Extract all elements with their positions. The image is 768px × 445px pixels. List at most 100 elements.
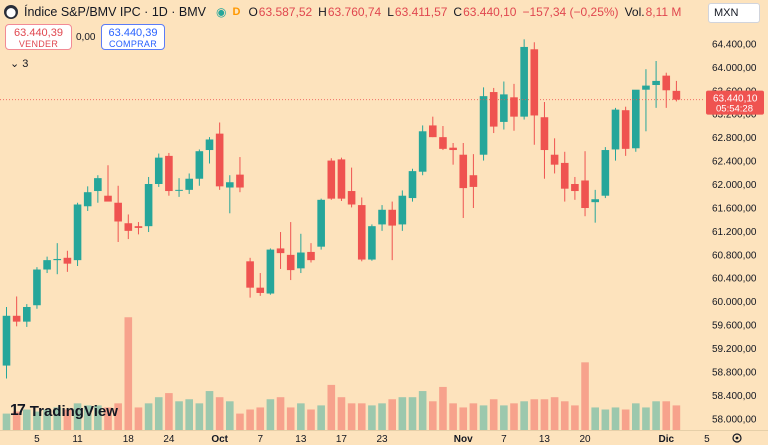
candle[interactable]	[642, 69, 650, 132]
candle[interactable]	[672, 80, 681, 102]
candle[interactable]	[398, 190, 407, 231]
candle[interactable]	[581, 151, 589, 217]
candle[interactable]	[469, 154, 478, 209]
candle[interactable]	[286, 222, 295, 281]
candle[interactable]	[429, 116, 437, 138]
candle[interactable]	[418, 125, 427, 176]
market-status-icon[interactable]: ◉	[216, 5, 227, 19]
candle[interactable]	[510, 83, 518, 131]
volume-bar	[347, 403, 356, 430]
candle[interactable]	[134, 222, 143, 235]
sell-button[interactable]: 63.440,39 VENDER	[5, 24, 72, 50]
buy-button[interactable]: 63.440,39 COMPRAR	[101, 24, 165, 50]
candle[interactable]	[550, 138, 559, 174]
candle[interactable]	[266, 248, 275, 295]
candle[interactable]	[662, 72, 671, 108]
candle[interactable]	[611, 107, 620, 161]
candle-body	[226, 182, 234, 188]
candle[interactable]	[307, 243, 315, 263]
candle[interactable]	[2, 307, 11, 379]
candle[interactable]	[124, 214, 133, 240]
candle[interactable]	[12, 296, 21, 327]
candle-body	[73, 204, 82, 261]
candle[interactable]	[489, 87, 498, 134]
candle[interactable]	[195, 149, 204, 186]
candle[interactable]	[357, 197, 366, 262]
candle[interactable]	[571, 176, 579, 200]
candle[interactable]	[154, 153, 163, 187]
candle-body	[124, 223, 133, 231]
candle[interactable]	[43, 256, 51, 274]
candle[interactable]	[73, 202, 82, 266]
candle[interactable]	[530, 42, 539, 145]
candle-body	[144, 184, 153, 227]
tradingview-logo[interactable]: 17 TradingView	[10, 402, 118, 420]
candle[interactable]	[500, 81, 508, 130]
candle[interactable]	[114, 185, 122, 242]
candle[interactable]	[33, 267, 41, 309]
candle[interactable]	[439, 126, 447, 151]
candle[interactable]	[337, 157, 346, 201]
candle[interactable]	[185, 173, 193, 194]
candle[interactable]	[165, 152, 173, 196]
candle[interactable]	[94, 175, 102, 203]
candle[interactable]	[388, 201, 396, 261]
volume-bar	[205, 391, 214, 430]
candle[interactable]	[621, 106, 630, 156]
candle[interactable]	[63, 250, 72, 272]
data-badge[interactable]: D	[232, 6, 241, 18]
candle[interactable]	[246, 257, 254, 298]
symbol-logo-icon[interactable]: ⬤	[4, 5, 18, 19]
volume-bar	[449, 403, 457, 430]
candle-body	[388, 209, 396, 226]
candle[interactable]	[601, 147, 610, 199]
price-tick-label: 58.800,00	[712, 367, 757, 378]
candle[interactable]	[276, 232, 285, 269]
volume-bar	[662, 401, 671, 430]
indicators-toggle[interactable]: ⌄ 3	[10, 57, 28, 70]
candle[interactable]	[53, 243, 62, 275]
candle[interactable]	[632, 89, 640, 152]
time-tick-label: 24	[163, 434, 175, 445]
last-price-tag[interactable]	[706, 90, 764, 115]
candle[interactable]	[327, 158, 336, 200]
candle[interactable]	[479, 87, 488, 161]
candle[interactable]	[347, 167, 356, 208]
candle-body	[662, 75, 671, 91]
candle[interactable]	[520, 39, 528, 120]
volume-bar	[286, 407, 295, 430]
price-tick-label: 59.600,00	[712, 321, 757, 332]
candle[interactable]	[144, 176, 153, 233]
candle-body	[134, 226, 143, 228]
candle[interactable]	[540, 102, 549, 179]
price-tick-label: 61.600,00	[712, 203, 757, 214]
candle[interactable]	[175, 178, 183, 197]
candle[interactable]	[408, 168, 417, 202]
candle[interactable]	[317, 198, 325, 250]
candle[interactable]	[104, 165, 112, 202]
open-label: O	[248, 5, 258, 19]
candle[interactable]	[378, 205, 386, 231]
candle[interactable]	[297, 233, 305, 274]
candle[interactable]	[215, 122, 224, 190]
candle[interactable]	[459, 143, 468, 218]
currency-selector[interactable]: MXN	[708, 3, 760, 23]
volume-bar	[560, 401, 569, 430]
candle[interactable]	[368, 224, 376, 261]
candle[interactable]	[560, 151, 569, 202]
candle[interactable]	[449, 143, 457, 165]
candle[interactable]	[205, 137, 214, 164]
price-tick-label: 64.400,00	[712, 39, 757, 50]
candle[interactable]	[226, 175, 234, 214]
settings-gear-icon[interactable]	[732, 433, 742, 443]
candle[interactable]	[236, 157, 244, 193]
time-tick-label: 11	[72, 434, 83, 445]
candle[interactable]	[652, 61, 660, 108]
candle[interactable]	[256, 273, 265, 296]
candle[interactable]	[591, 189, 599, 223]
symbol-title[interactable]: Índice S&P/BMV IPC · 1D · BMV	[24, 5, 206, 19]
volume-bar	[297, 403, 305, 430]
candle[interactable]	[23, 304, 31, 327]
candle[interactable]	[83, 186, 92, 211]
